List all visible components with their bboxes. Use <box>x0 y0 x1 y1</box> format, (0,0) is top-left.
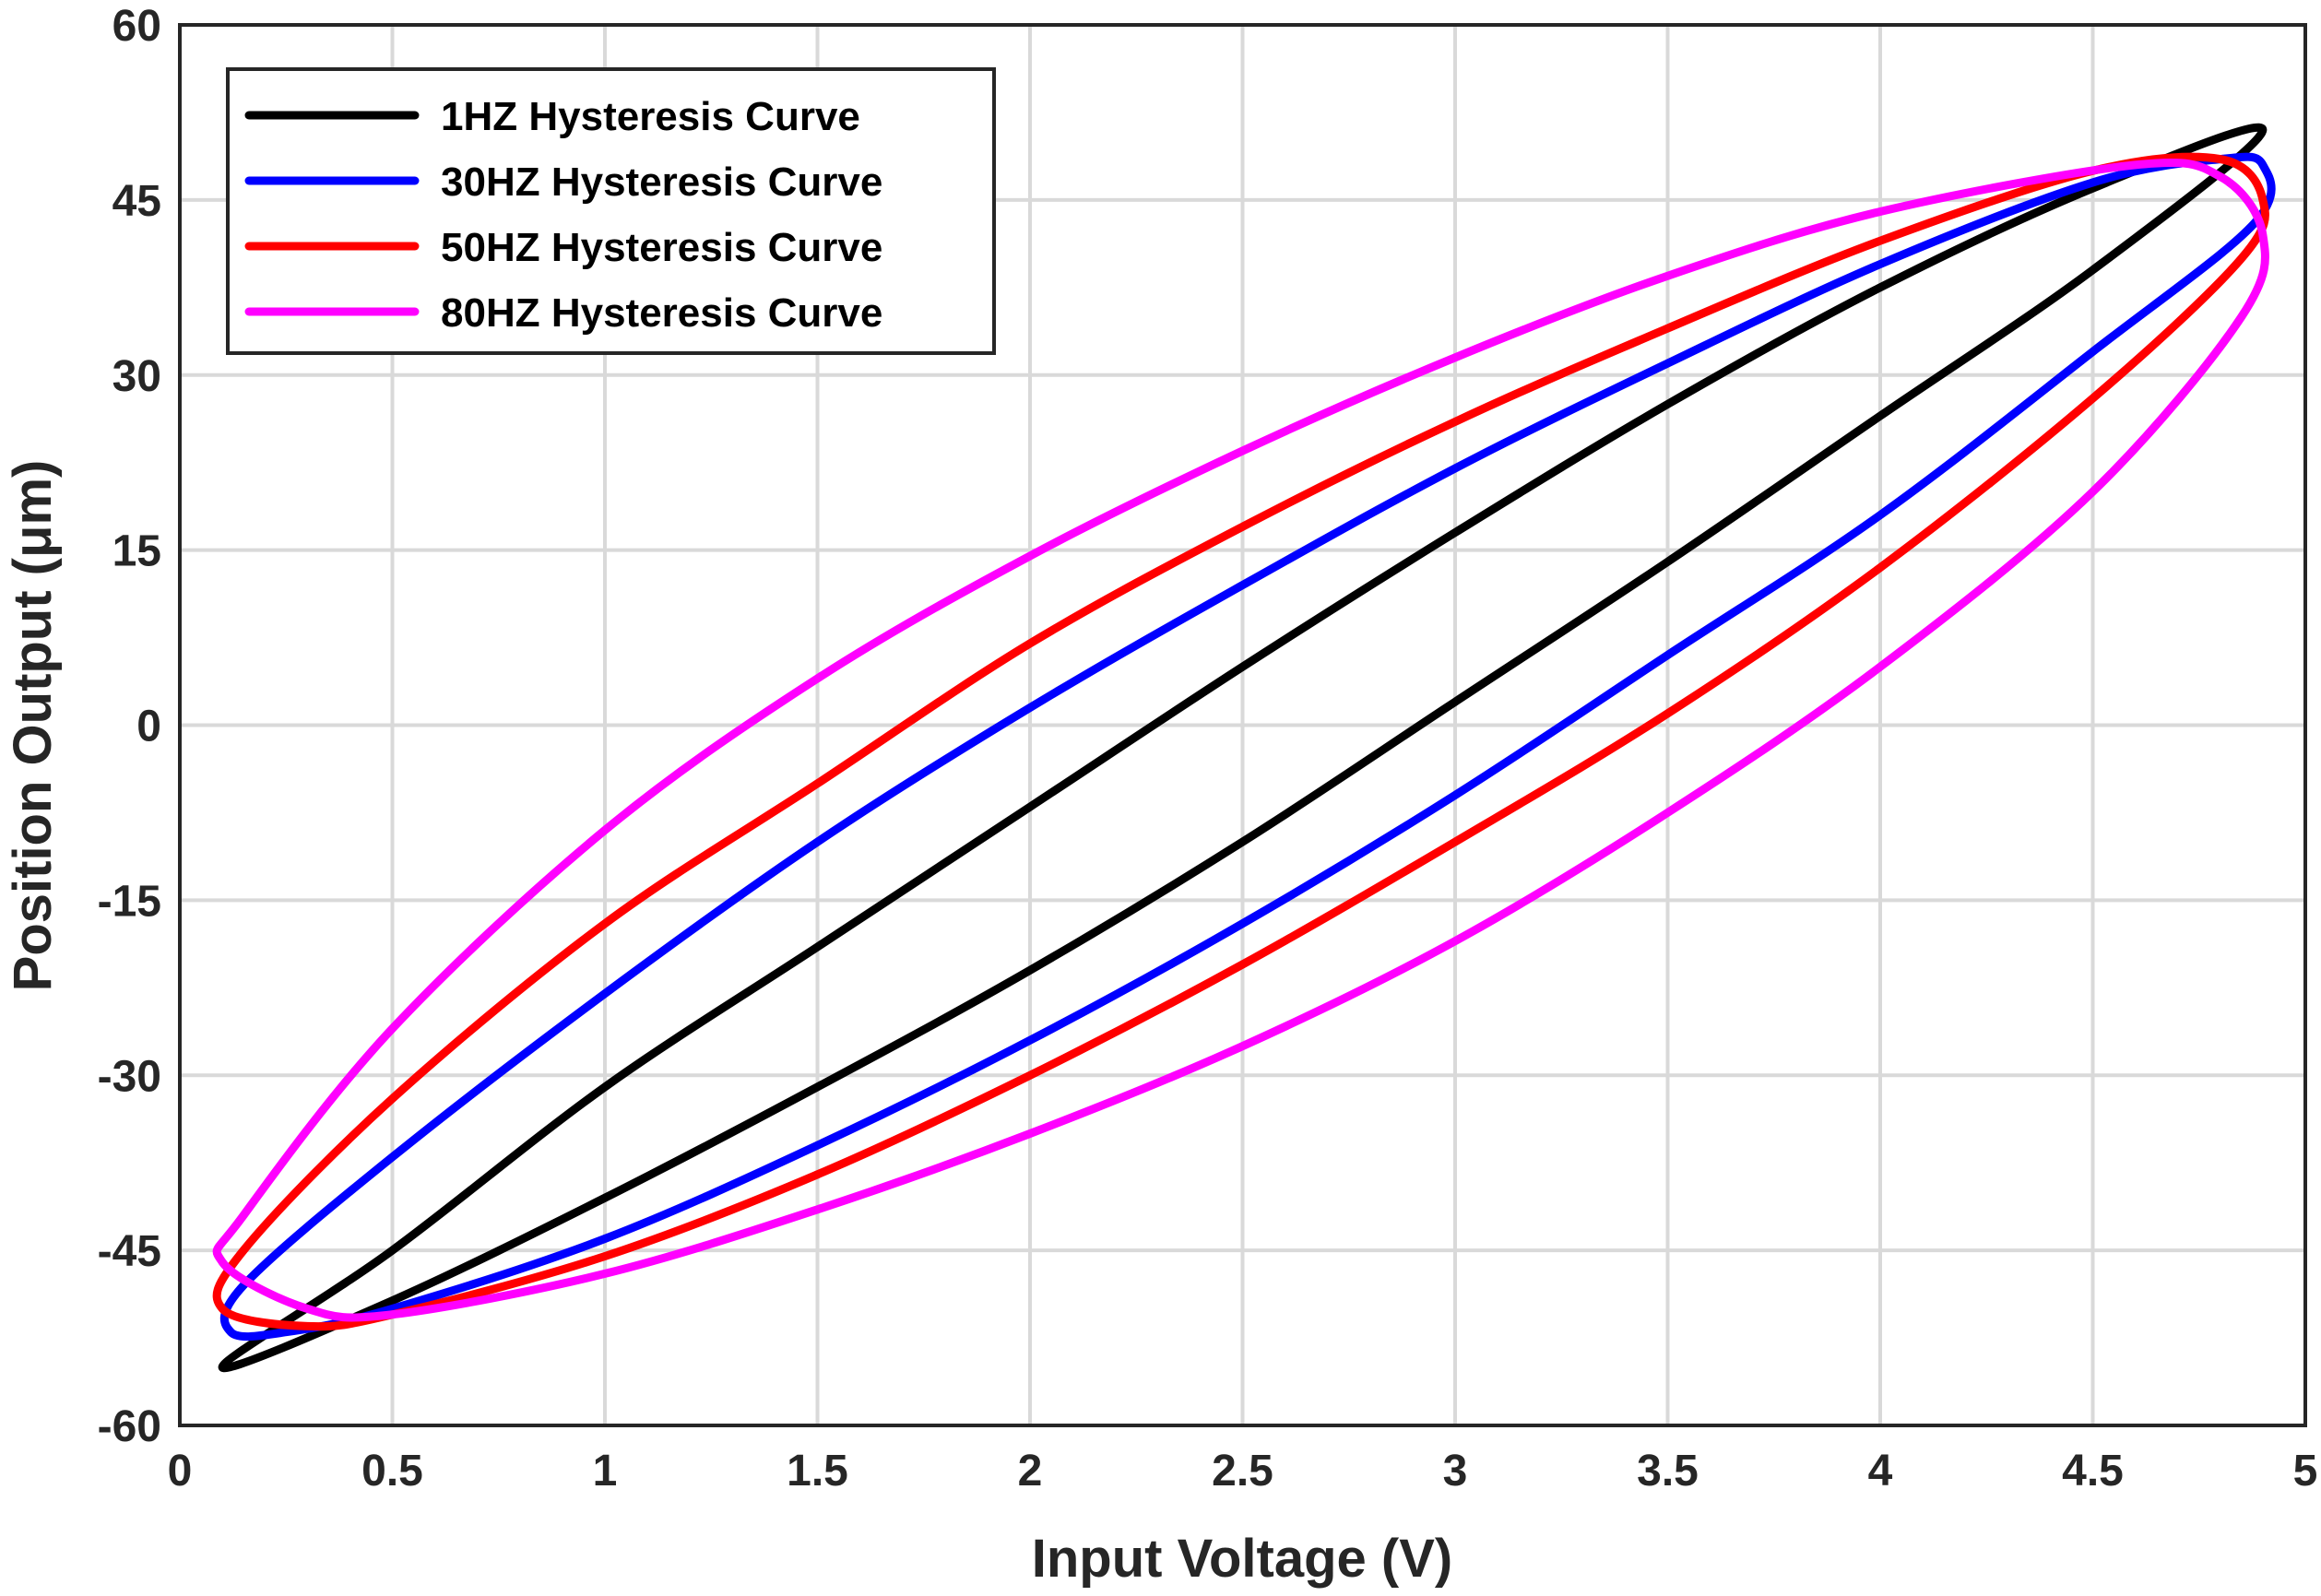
x-tick-label: 0 <box>168 1447 193 1496</box>
y-tick-label: -15 <box>98 877 161 926</box>
x-tick-label: 3.5 <box>1637 1447 1699 1496</box>
x-tick-label: 3 <box>1443 1447 1468 1496</box>
series-30hz <box>219 152 2276 1342</box>
legend-label-50hz: 50HZ Hysteresis Curve <box>441 225 882 270</box>
x-tick-label: 5 <box>2293 1447 2318 1496</box>
legend-label-1hz: 1HZ Hysteresis Curve <box>441 94 860 139</box>
y-tick-label: 30 <box>112 352 161 401</box>
y-axis-label: Position Output (μm) <box>3 460 63 992</box>
y-tick-label: -30 <box>98 1052 161 1101</box>
legend-label-30hz: 30HZ Hysteresis Curve <box>441 160 882 205</box>
x-tick-label: 4.5 <box>2062 1447 2124 1496</box>
x-tick-label: 2.5 <box>1212 1447 1273 1496</box>
y-tick-label: 45 <box>112 177 161 226</box>
x-tick-label: 1.5 <box>787 1447 848 1496</box>
series-80hz <box>212 158 2269 1322</box>
series-1hz <box>218 123 2268 1373</box>
series-layer <box>212 123 2276 1373</box>
plot-frame <box>178 23 2307 1427</box>
x-tick-label: 1 <box>593 1447 618 1496</box>
y-tick-label: -60 <box>98 1402 161 1451</box>
y-tick-label: 60 <box>112 2 161 51</box>
legend: 1HZ Hysteresis Curve 30HZ Hysteresis Cur… <box>226 67 996 355</box>
y-tick-label: 15 <box>112 527 161 576</box>
x-tick-label: 4 <box>1868 1447 1893 1496</box>
x-tick-label: 2 <box>1018 1447 1043 1496</box>
tick-labels: 0 0.5 1 1.5 2 2.5 3 3.5 4 4.5 5 -60 -45 -30 -15 0 15 30 45… <box>98 2 2318 1496</box>
x-axis-label: Input Voltage (V) <box>1032 1529 1452 1589</box>
y-tick-label: 0 <box>136 703 161 751</box>
y-tick-label: -45 <box>98 1227 161 1276</box>
x-tick-label: 0.5 <box>361 1447 423 1496</box>
legend-label-80hz: 80HZ Hysteresis Curve <box>441 290 882 336</box>
series-50hz <box>212 152 2269 1331</box>
